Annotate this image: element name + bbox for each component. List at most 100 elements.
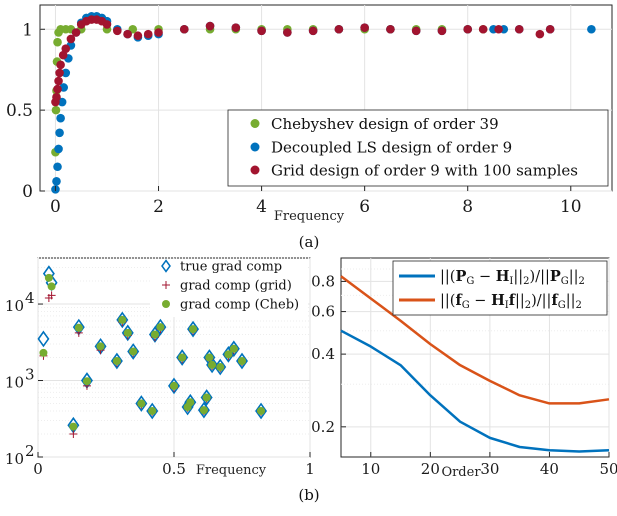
point-true-grad	[176, 349, 189, 366]
panel-a-series	[51, 12, 596, 194]
point-true-grad	[214, 358, 227, 376]
point-grad-cheb	[208, 360, 217, 369]
point-grad-cheb	[238, 356, 246, 365]
point-grid-design	[61, 44, 71, 53]
point-decoupled-ls	[56, 113, 65, 123]
panel-b-left-xtick-label: 0.5	[162, 460, 186, 478]
panel-b-right-legend: ||(PG − HI||2)/||PG||2 ||(fG − HIf||2)/|…	[392, 260, 608, 316]
panel-b-right-legend-box	[392, 260, 608, 316]
panel-a-ytick-label: 1	[22, 20, 33, 40]
legend-label-grad-grid: grad comp (grid)	[180, 279, 292, 294]
point-grid-design	[360, 23, 369, 32]
point-true-grad	[110, 352, 123, 370]
panel-b-right-xtick-label: 20	[421, 460, 440, 478]
legend-marker-grad-cheb	[162, 300, 170, 308]
point-grid-design	[283, 28, 292, 37]
point-decoupled-ls	[587, 24, 596, 34]
panel-b-right-series	[340, 275, 610, 453]
point-grad-grid	[69, 429, 78, 438]
panel-b-right-xtick-label: 50	[599, 460, 617, 478]
point-true-grad	[168, 377, 180, 395]
point-grid-design	[55, 68, 64, 78]
line-pg-error	[340, 329, 610, 453]
point-grad-cheb	[170, 381, 178, 390]
panel-a-xtick-label: 2	[153, 197, 164, 217]
legend-label-decoupled-ls: Decoupled LS design of order 9	[271, 139, 512, 157]
point-grid-design	[478, 24, 488, 34]
panel-b-left-ytick-exponent: 3	[25, 366, 35, 384]
point-decoupled-ls	[61, 68, 71, 78]
point-decoupled-ls	[53, 162, 62, 172]
panel-b-right-xtick-label: 40	[540, 460, 559, 478]
panel-a-ytick-label: 0	[22, 182, 33, 202]
point-grid-design	[112, 26, 122, 36]
point-grid-design	[133, 31, 143, 41]
point-true-grad	[200, 389, 213, 406]
point-grad-cheb	[178, 353, 187, 362]
point-grid-design	[411, 26, 421, 36]
panel-b-right-ytick-label: 0.6	[311, 303, 335, 321]
point-grad-cheb	[47, 282, 56, 291]
point-grad-cheb	[129, 347, 138, 356]
point-grad-cheb	[205, 353, 214, 362]
panel-b-right-ytick-label: 0.2	[311, 418, 335, 436]
point-true-grad	[135, 395, 148, 412]
point-grad-cheb	[82, 377, 91, 386]
panel-b-left-xtick-label: 0	[33, 460, 43, 478]
point-grid-design	[334, 24, 344, 34]
point-grid-design	[53, 84, 62, 94]
point-grad-cheb	[186, 398, 195, 407]
point-grad-cheb	[123, 328, 132, 337]
point-true-grad	[236, 352, 248, 370]
panel-b-left-xtick-label: 1	[305, 460, 315, 478]
panel-b-left-ytick-label: 10	[5, 450, 24, 468]
legend-label-grid-design: Grid design of order 9 with 100 samples	[271, 162, 578, 180]
panel-a-legend: Chebyshev design of order 39 Decoupled L…	[227, 109, 609, 187]
point-decoupled-ls	[55, 128, 64, 138]
panel-a-ticks: 0 2 4 6 8 10 0 0.5 1	[6, 20, 582, 217]
point-grid-design	[514, 24, 524, 34]
point-grid-design	[386, 24, 395, 34]
point-true-grad	[116, 311, 129, 329]
point-grad-cheb	[150, 330, 159, 339]
panel-b-left-ytick-exponent: 2	[25, 442, 35, 460]
legend-label-fg: ||(fG − HIf||2)/||fG||2	[440, 292, 582, 311]
point-grad-cheb	[229, 344, 238, 353]
caption-b: (b)	[298, 486, 319, 504]
legend-label-pg: ||(PG − HI||2)/||PG||2	[440, 268, 585, 287]
point-grad-cheb	[137, 399, 146, 408]
legend-marker-decoupled-ls	[250, 142, 260, 152]
panel-b-right-xlabel: Order	[441, 465, 481, 480]
legend-marker-chebyshev	[250, 119, 260, 128]
point-grid-design	[494, 24, 503, 34]
point-true-grad	[187, 320, 200, 338]
panel-a-xlabel: Frequency	[274, 209, 345, 224]
panel-b-right-xtick-label: 30	[480, 460, 499, 478]
point-grid-design	[154, 28, 163, 37]
point-grad-cheb	[148, 406, 157, 415]
point-true-grad	[255, 402, 268, 420]
panel-a-ytick-label: 0.5	[6, 101, 33, 121]
panel-b-left-ytick-label: 10	[5, 297, 24, 315]
point-grid-design	[463, 24, 473, 34]
point-grid-design	[58, 50, 68, 60]
panel-b-right-ytick-label: 0.8	[311, 272, 335, 290]
point-true-grad	[206, 356, 219, 374]
point-grad-cheb	[96, 342, 105, 351]
legend-marker-true-grad	[161, 259, 171, 273]
point-grid-design	[54, 76, 63, 86]
panel-a-xtick-label: 6	[359, 197, 370, 217]
point-grad-cheb	[118, 315, 127, 324]
point-grad-cheb	[156, 323, 165, 332]
panel-b-left-ytick-exponent: 4	[25, 289, 35, 307]
point-grid-design	[535, 29, 545, 39]
point-true-grad	[227, 340, 240, 358]
point-grad-cheb	[224, 350, 233, 359]
point-grad-cheb	[257, 406, 266, 415]
point-grid-design	[143, 29, 153, 39]
point-grid-design	[102, 20, 112, 29]
panel-a-xtick-label: 4	[256, 197, 267, 217]
point-true-grad	[37, 330, 50, 348]
